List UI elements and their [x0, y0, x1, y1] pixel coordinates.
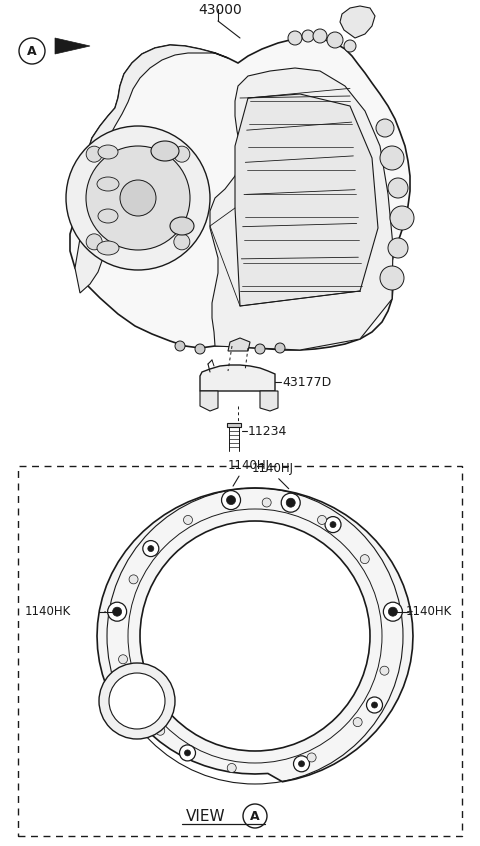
- Circle shape: [281, 493, 300, 512]
- Text: 1140HJ: 1140HJ: [252, 462, 294, 475]
- Polygon shape: [228, 338, 250, 351]
- Ellipse shape: [97, 241, 119, 255]
- Circle shape: [227, 763, 236, 772]
- Circle shape: [262, 498, 271, 507]
- Polygon shape: [227, 423, 241, 427]
- Polygon shape: [200, 365, 275, 391]
- Circle shape: [388, 607, 397, 616]
- Text: 1140HK: 1140HK: [406, 605, 452, 618]
- Circle shape: [132, 702, 139, 708]
- Text: A: A: [27, 45, 37, 58]
- Circle shape: [86, 146, 190, 250]
- Circle shape: [344, 40, 356, 52]
- Ellipse shape: [151, 141, 179, 161]
- Circle shape: [148, 546, 154, 552]
- Ellipse shape: [98, 209, 118, 223]
- Circle shape: [327, 32, 343, 48]
- Text: 43000: 43000: [198, 3, 242, 17]
- Circle shape: [183, 515, 192, 525]
- Circle shape: [180, 745, 195, 761]
- Text: VIEW: VIEW: [185, 809, 225, 823]
- Circle shape: [293, 755, 310, 772]
- Circle shape: [227, 496, 236, 504]
- Circle shape: [113, 607, 121, 616]
- Circle shape: [184, 750, 191, 756]
- Circle shape: [367, 697, 383, 713]
- Ellipse shape: [170, 217, 194, 235]
- Circle shape: [388, 238, 408, 258]
- Text: A: A: [250, 810, 260, 822]
- Circle shape: [174, 146, 190, 162]
- Text: 43177D: 43177D: [282, 376, 331, 388]
- Circle shape: [120, 180, 156, 216]
- Circle shape: [109, 673, 165, 729]
- Circle shape: [156, 726, 165, 735]
- Circle shape: [317, 515, 326, 525]
- Circle shape: [390, 206, 414, 230]
- Circle shape: [195, 344, 205, 354]
- Polygon shape: [200, 391, 218, 411]
- Polygon shape: [70, 38, 410, 350]
- Circle shape: [376, 119, 394, 137]
- Circle shape: [380, 146, 404, 170]
- Polygon shape: [340, 6, 375, 38]
- Circle shape: [175, 341, 185, 351]
- Circle shape: [286, 498, 295, 508]
- Circle shape: [302, 30, 314, 42]
- Circle shape: [384, 602, 402, 621]
- Circle shape: [66, 126, 210, 270]
- Circle shape: [174, 233, 190, 250]
- Circle shape: [99, 663, 175, 739]
- Circle shape: [313, 29, 327, 43]
- Polygon shape: [55, 38, 90, 54]
- Circle shape: [255, 344, 265, 354]
- Polygon shape: [97, 488, 413, 782]
- Circle shape: [140, 521, 370, 751]
- Polygon shape: [260, 391, 278, 411]
- Circle shape: [222, 491, 240, 509]
- Circle shape: [119, 655, 128, 664]
- Circle shape: [325, 517, 341, 533]
- Circle shape: [108, 602, 127, 621]
- Circle shape: [288, 31, 302, 45]
- Circle shape: [307, 753, 316, 762]
- Text: 11234: 11234: [248, 425, 288, 437]
- Circle shape: [143, 541, 159, 557]
- Circle shape: [129, 575, 138, 584]
- Circle shape: [380, 666, 389, 675]
- Polygon shape: [75, 45, 228, 293]
- Ellipse shape: [97, 177, 119, 191]
- Circle shape: [275, 343, 285, 353]
- Circle shape: [330, 522, 336, 528]
- Polygon shape: [210, 68, 393, 350]
- Circle shape: [86, 233, 102, 250]
- Circle shape: [128, 697, 144, 713]
- Circle shape: [360, 555, 369, 563]
- Ellipse shape: [98, 145, 118, 159]
- Circle shape: [353, 717, 362, 727]
- Circle shape: [86, 146, 102, 162]
- Text: 1140HK: 1140HK: [25, 605, 71, 618]
- Circle shape: [380, 266, 404, 290]
- Circle shape: [388, 178, 408, 198]
- Polygon shape: [235, 94, 378, 306]
- Circle shape: [299, 761, 304, 766]
- Text: 1140HJ: 1140HJ: [228, 459, 270, 472]
- Circle shape: [372, 702, 377, 708]
